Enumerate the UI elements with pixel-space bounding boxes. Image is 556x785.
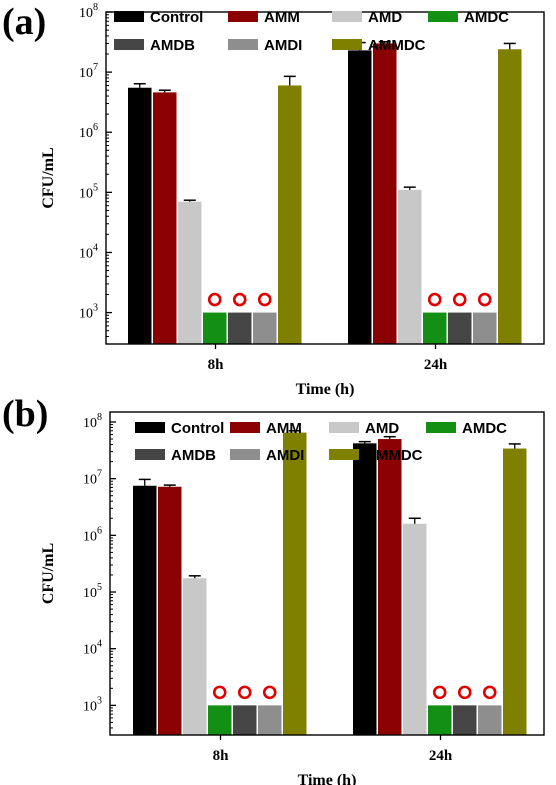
bar-ammdc-8h — [283, 432, 307, 735]
legend-label-amdc: AMDC — [464, 9, 509, 26]
legend-label-ammdc: AMMDC — [368, 37, 426, 54]
legend-swatch-amdi — [230, 449, 260, 460]
bar-ammdc-8h — [278, 85, 302, 344]
plot-frame — [105, 11, 545, 345]
x-tick-label: 8h — [208, 357, 225, 373]
y-tick-label: 107 — [83, 469, 102, 488]
open-circle-marker — [257, 292, 272, 307]
chart-b-svg: 8h 24h 103 104 105 106 107 108 CFU/mL Time (h) Con… — [40, 411, 545, 785]
bar-amd-8h — [178, 201, 202, 344]
legend-label-amdb: AMDB — [171, 447, 216, 464]
bar-amdc-24h — [428, 705, 452, 735]
open-circle-marker — [432, 685, 447, 700]
bar-ammdc-24h — [498, 49, 522, 344]
bar-amdc-8h — [208, 705, 232, 735]
legend-label-control: Control — [150, 9, 203, 26]
chart-a-svg: 8h 24h 103 104 105 106 107 108 CFU/mL Time (h) Con… — [40, 2, 545, 398]
bar-control-24h — [353, 443, 377, 735]
bar-amdi-24h — [478, 705, 502, 735]
y-tick-label: 105 — [83, 582, 102, 601]
legend-label-amdi: AMDI — [266, 447, 304, 464]
open-circle-marker — [482, 685, 497, 700]
y-axis-title: CFU/mL — [40, 543, 57, 604]
open-circle-marker — [457, 685, 472, 700]
y-tick-label: 106 — [83, 525, 102, 544]
bar-amd-24h — [403, 523, 427, 735]
bar-amdi-8h — [258, 705, 282, 735]
bar-amm-24h — [373, 43, 397, 344]
y-tick-label: 103 — [83, 695, 102, 714]
legend-label-control: Control — [171, 420, 224, 437]
legend-label-amd: AMD — [365, 420, 399, 437]
legend-swatch-ammdc — [329, 449, 359, 460]
bar-amdc-8h — [203, 312, 227, 344]
legend-swatch-amdi — [228, 39, 258, 50]
y-tick-label: 103 — [79, 303, 98, 322]
bar-amdb-8h — [228, 312, 252, 344]
bar-amd-8h — [183, 578, 207, 735]
legend-label-amm: AMM — [266, 420, 302, 437]
open-circle-marker — [212, 685, 227, 700]
bar-control-24h — [348, 50, 372, 344]
bar-amdb-24h — [448, 312, 472, 344]
bar-ammdc-24h — [503, 448, 527, 735]
open-circle-marker — [207, 292, 222, 307]
bar-control-8h — [133, 485, 157, 735]
panel-label: (a) — [2, 1, 47, 43]
y-tick-label: 106 — [79, 122, 98, 141]
legend-swatch-amd — [329, 422, 359, 433]
bar-control-8h — [128, 87, 152, 344]
legend-label-amdc: AMDC — [462, 420, 507, 437]
legend-swatch-amdc — [426, 422, 456, 433]
bar-amdb-8h — [233, 705, 257, 735]
bar-amdi-8h — [253, 312, 277, 344]
open-circle-marker — [237, 685, 252, 700]
bar-amdi-24h — [473, 312, 497, 344]
legend-swatch-amm — [228, 11, 258, 22]
legend-label-ammdc: AMMDC — [365, 447, 423, 464]
bar-amm-8h — [158, 486, 182, 735]
legend-label-amm: AMM — [264, 9, 300, 26]
legend-label-amdi: AMDI — [264, 37, 302, 54]
open-circle-marker — [232, 292, 247, 307]
bar-amdc-24h — [423, 312, 447, 344]
open-circle-marker — [427, 292, 442, 307]
legend-swatch-control — [114, 11, 144, 22]
panel-label: (b) — [2, 393, 49, 435]
open-circle-marker — [262, 685, 277, 700]
bar-amm-24h — [378, 439, 402, 735]
legend-swatch-amdb — [135, 449, 165, 460]
open-circle-marker — [452, 292, 467, 307]
legend-swatch-amdb — [114, 39, 144, 50]
x-axis-title: Time (h) — [296, 381, 355, 398]
y-tick-label: 108 — [83, 412, 102, 431]
legend-swatch-amdc — [428, 11, 458, 22]
bar-amm-8h — [153, 92, 177, 344]
legend-swatch-amm — [230, 422, 260, 433]
legend-swatch-control — [135, 422, 165, 433]
y-tick-label: 104 — [83, 639, 102, 658]
legend-swatch-amd — [332, 11, 362, 22]
x-tick-label: 8h — [213, 748, 230, 764]
legend-label-amd: AMD — [368, 9, 402, 26]
bar-amdb-24h — [453, 705, 477, 735]
bar-amd-24h — [398, 189, 422, 344]
y-tick-label: 105 — [79, 182, 98, 201]
legend-swatch-ammdc — [332, 39, 362, 50]
plot-frame — [109, 411, 545, 736]
y-axis-title: CFU/mL — [40, 147, 57, 208]
x-tick-label: 24h — [424, 357, 448, 373]
chart-panel-b: (b) 8h 24h 103 104 105 106 107 108 CFU/mL Time (h… — [0, 392, 556, 785]
chart-panel-a: (a) 8h 24h 103 104 105 106 107 108 CFU/mL Time (h… — [0, 0, 556, 398]
legend-label-amdb: AMDB — [150, 37, 195, 54]
y-tick-label: 107 — [79, 62, 98, 81]
y-tick-label: 108 — [79, 2, 98, 21]
x-axis-title: Time (h) — [298, 772, 357, 785]
y-tick-label: 104 — [79, 242, 98, 261]
open-circle-marker — [477, 292, 492, 307]
x-tick-label: 24h — [429, 748, 453, 764]
